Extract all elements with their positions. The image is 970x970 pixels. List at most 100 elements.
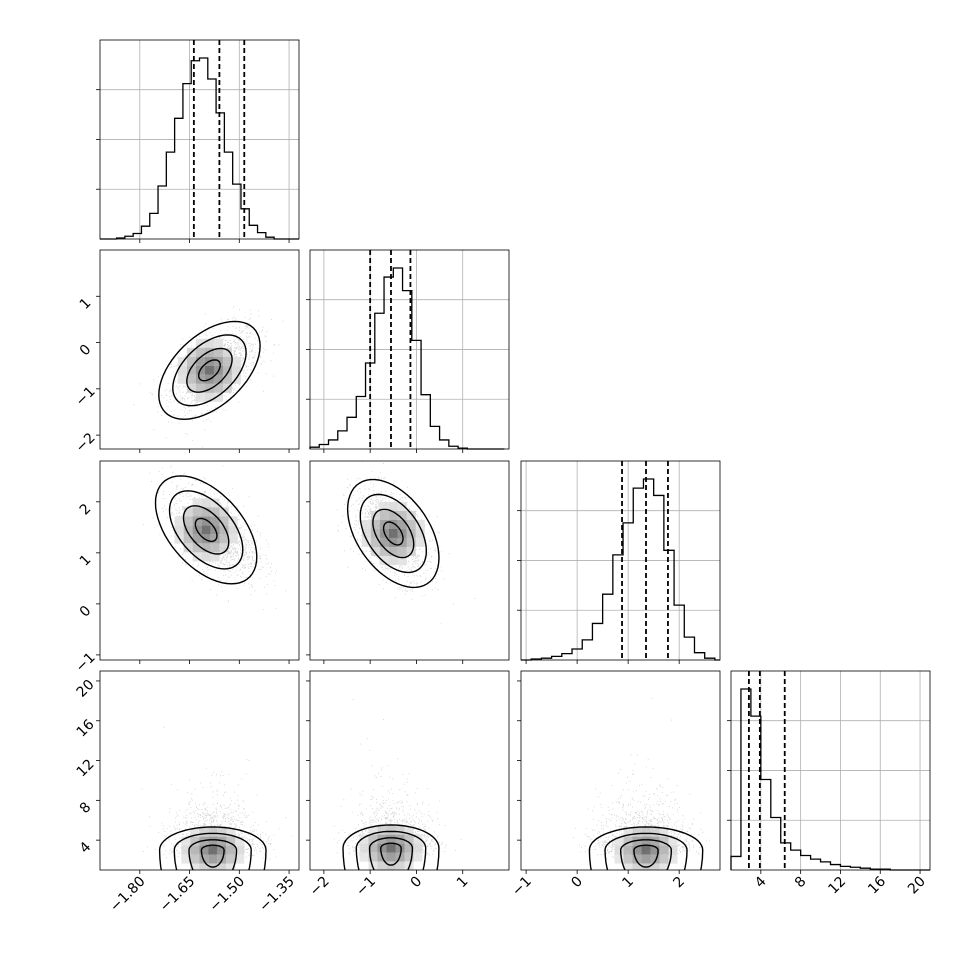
density-cell: [632, 854, 642, 864]
density-cell: [192, 516, 202, 526]
density-cell: [186, 365, 196, 375]
contour-3-2-1: [619, 839, 673, 870]
density-cell: [386, 834, 396, 844]
density-cell: [641, 863, 651, 870]
density-cell: [195, 347, 205, 357]
scatter-points-2-0: [142, 465, 287, 610]
density-cell: [397, 555, 407, 565]
hist-panel-0: [96, 39, 300, 243]
contour-2-1-3: [346, 478, 440, 589]
y-tick-label-3-1: 8: [77, 799, 95, 817]
density-cell: [204, 365, 214, 375]
density-cell: [192, 498, 202, 508]
density-cell: [415, 519, 425, 529]
density-cell: [201, 552, 211, 562]
density-cell: [379, 546, 389, 556]
density-cell: [210, 507, 220, 517]
density-cell: [415, 537, 425, 547]
density-cell: [204, 338, 214, 348]
pair-frame-3-0: [99, 670, 300, 871]
y-tick-label-1-0: −2: [73, 430, 99, 456]
density-cell: [201, 507, 211, 517]
density-cell: [368, 852, 378, 862]
density-cell: [208, 863, 218, 870]
pair-inner-3-0: [141, 726, 293, 870]
density-cell: [177, 365, 187, 375]
density-cell: [377, 825, 387, 835]
x-tick-label-1-3: 1: [454, 874, 472, 892]
contour-3-1-2: [355, 830, 427, 870]
x-tick-label-1-0: −2: [307, 874, 333, 900]
density-cell: [379, 501, 389, 511]
density-cell: [217, 827, 227, 837]
density-cell: [190, 845, 200, 855]
density-cell: [181, 854, 191, 864]
density-cell: [659, 854, 669, 864]
density-cell: [199, 827, 209, 837]
pair-frame-3-1: [309, 670, 510, 871]
hist-frame-0: [99, 39, 300, 240]
density-cell: [413, 852, 423, 862]
hist-panel-1: [306, 249, 510, 453]
density-cell: [632, 845, 642, 855]
pair-panel-3-1: [306, 670, 510, 874]
density-cell: [210, 516, 220, 526]
density-cell: [183, 507, 193, 517]
density-cell: [235, 854, 245, 864]
density-cell: [370, 519, 380, 529]
density-cell: [668, 845, 678, 855]
pair-panel-3-2: [517, 670, 721, 874]
density-cell: [217, 845, 227, 855]
x-tick-label-1-2: 0: [408, 874, 426, 892]
x-tick-label-3-0: 4: [752, 873, 770, 891]
scatter-points-1-0: [133, 306, 284, 448]
contour-1-0-1: [186, 347, 233, 393]
pair-frame-3-2: [520, 670, 721, 871]
contour-3-2-3: [588, 826, 704, 870]
contour-3-2-2: [604, 832, 688, 870]
hist-panel-2: [517, 460, 721, 664]
density-cell: [213, 383, 223, 393]
density-cell: [397, 546, 407, 556]
contour-2-0-3: [154, 475, 258, 585]
density-cell: [359, 852, 369, 862]
density-cell: [368, 834, 378, 844]
pair-panel-3-0: [96, 670, 300, 874]
hist-panel-3: [727, 670, 931, 874]
density-cell: [195, 383, 205, 393]
density-cell: [650, 827, 660, 837]
density-cell: [406, 519, 416, 529]
density-cell: [388, 555, 398, 565]
contour-2-0-2: [168, 490, 244, 570]
density-cell: [213, 338, 223, 348]
density-cell: [659, 863, 669, 870]
density-cell: [413, 834, 423, 844]
density-cell: [379, 555, 389, 565]
density-cell: [190, 863, 200, 870]
density-cell: [177, 374, 187, 384]
contour-3-0-1: [188, 839, 238, 870]
contour-1-0-2: [172, 334, 247, 407]
density-cell: [370, 537, 380, 547]
density-cell: [386, 843, 396, 853]
density-cell: [222, 347, 232, 357]
density-cell: [231, 365, 241, 375]
x-tick-label-2-3: 2: [670, 874, 688, 892]
density-cell: [641, 845, 651, 855]
density-cell: [614, 836, 624, 846]
density-cell: [614, 854, 624, 864]
density-cell: [183, 534, 193, 544]
density-cell: [668, 854, 678, 864]
density-cell: [208, 836, 218, 846]
density-cell: [219, 543, 229, 553]
density-cell: [210, 543, 220, 553]
density-cell: [397, 501, 407, 511]
y-tick-label-3-0: 4: [77, 839, 95, 857]
pair-frame-1-0: [99, 249, 300, 450]
density-cell: [186, 374, 196, 384]
density-cell: [404, 834, 414, 844]
contour-3-1-3: [342, 824, 440, 870]
density-cell: [395, 843, 405, 853]
density-cell: [228, 525, 238, 535]
y-tick-label-3-2: 12: [74, 756, 98, 780]
